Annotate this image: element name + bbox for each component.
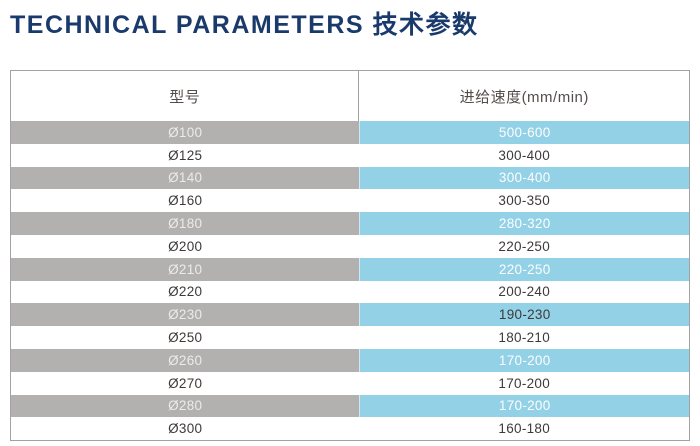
speed-cell: 300-350	[359, 189, 689, 213]
speed-cell: 500-600	[359, 121, 689, 144]
table-row: Ø125 300-400	[11, 143, 689, 167]
model-cell: Ø125	[11, 143, 360, 167]
speed-cell: 200-240	[359, 280, 689, 304]
table-header-row: 型号 进给速度(mm/min)	[11, 71, 689, 121]
table-row: Ø200 220-250	[11, 234, 689, 258]
parameters-table: 型号 进给速度(mm/min) Ø100 500-600 Ø125 300-40…	[10, 70, 690, 442]
table-row: Ø140 300-400	[11, 166, 689, 190]
speed-cell: 220-250	[359, 234, 689, 258]
table-row: Ø220 200-240	[11, 280, 689, 304]
model-cell: Ø270	[11, 371, 360, 395]
speed-cell: 280-320	[359, 212, 689, 235]
table-row: Ø270 170-200	[11, 371, 689, 395]
header-model: 型号	[11, 71, 360, 121]
model-cell: Ø260	[11, 348, 360, 372]
model-cell: Ø160	[11, 189, 360, 213]
model-cell: Ø300	[11, 417, 360, 441]
model-cell: Ø100	[11, 121, 360, 144]
table-row: Ø100 500-600	[11, 121, 689, 144]
speed-cell: 300-400	[359, 166, 689, 190]
table-row: Ø210 220-250	[11, 257, 689, 281]
speed-cell: 160-180	[359, 417, 689, 441]
model-cell: Ø220	[11, 280, 360, 304]
speed-cell: 180-210	[359, 326, 689, 349]
model-cell: Ø200	[11, 234, 360, 258]
model-cell: Ø250	[11, 326, 360, 349]
speed-cell: 220-250	[359, 257, 689, 281]
page-title: TECHNICAL PARAMETERS 技术参数	[10, 11, 479, 39]
table-row: Ø160 300-350	[11, 189, 689, 213]
model-cell: Ø230	[11, 303, 360, 327]
speed-cell: 170-200	[359, 371, 689, 395]
table-body: Ø100 500-600 Ø125 300-400 Ø140 300-400 Ø…	[11, 121, 689, 441]
header-feed-speed: 进给速度(mm/min)	[459, 88, 589, 106]
table-row: Ø230 190-230	[11, 303, 689, 327]
speed-cell: 170-200	[359, 348, 689, 372]
table-row: Ø300 160-180	[11, 417, 689, 441]
model-cell: Ø180	[11, 212, 360, 235]
speed-cell: 170-200	[359, 394, 689, 418]
table-row: Ø250 180-210	[11, 326, 689, 349]
speed-cell: 190-230	[359, 303, 689, 327]
table-row: Ø260 170-200	[11, 348, 689, 372]
model-cell: Ø210	[11, 257, 360, 281]
model-cell: Ø280	[11, 394, 360, 418]
table-row: Ø180 280-320	[11, 212, 689, 235]
speed-cell: 300-400	[359, 143, 689, 167]
model-cell: Ø140	[11, 166, 360, 190]
table-row: Ø280 170-200	[11, 394, 689, 418]
